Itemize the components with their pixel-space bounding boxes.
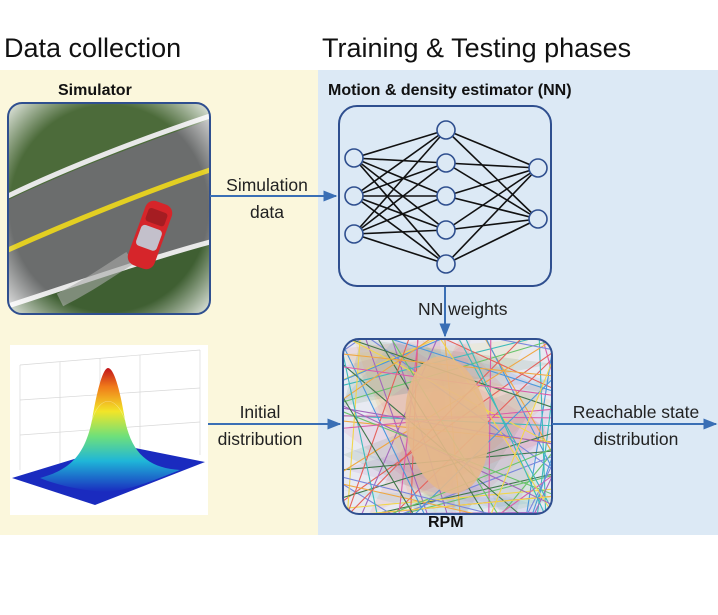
rpm-line (343, 344, 425, 514)
rpm-line (343, 476, 492, 514)
rpm-label: RPM (428, 514, 464, 531)
rpm-line (490, 361, 552, 514)
nn-hidden-node (436, 153, 456, 173)
nn-connection (445, 167, 539, 197)
rpm-line (343, 483, 476, 514)
nn-hidden-node (436, 254, 456, 274)
rpm-line (364, 495, 552, 514)
initial-distribution-label: Initial distribution (198, 399, 322, 453)
nn-connection (445, 195, 539, 220)
initial-distribution-line-2: distribution (217, 429, 303, 449)
rpm-line (526, 352, 552, 514)
simulation-data-line-1: Simulation (226, 175, 308, 195)
rpm-line (343, 339, 361, 352)
nn-input-node (344, 148, 364, 168)
nn-connection (353, 229, 447, 235)
nn-connection (353, 195, 447, 235)
nn-output-node (528, 158, 548, 178)
rpm-line (365, 339, 428, 514)
nn-connection (353, 157, 447, 164)
simulation-data-line-2: data (249, 202, 285, 222)
nn-connection (353, 129, 447, 197)
nn-connection (353, 233, 447, 265)
training-testing-heading: Training & Testing phases (322, 33, 632, 63)
nn-connection (445, 218, 539, 231)
nn-connection (353, 157, 447, 197)
nn-connection (445, 162, 539, 220)
rpm-line (401, 456, 552, 514)
simulator-image (7, 102, 211, 315)
nn-connection (353, 157, 447, 265)
nn-connection (445, 129, 539, 220)
nn-connection (445, 167, 539, 265)
rpm-box (342, 338, 553, 515)
nn-hidden-node (436, 120, 456, 140)
neural-network-box (338, 105, 552, 287)
rpm-line (346, 339, 410, 514)
rpm-line (538, 339, 547, 514)
rpm-line (346, 339, 361, 514)
nn-connection (353, 195, 447, 265)
nn-input-node (344, 224, 364, 244)
nn-input-node (344, 186, 364, 206)
nn-connection (353, 157, 447, 231)
nn-output-node (528, 209, 548, 229)
nn-connection (353, 129, 447, 159)
reachable-state-line-1: Reachable state (572, 402, 700, 422)
nn-connection (445, 162, 539, 169)
nn-hidden-node (436, 220, 456, 240)
nn-connection (353, 129, 447, 235)
rpm-line (343, 339, 431, 400)
nn-connection (353, 195, 447, 231)
nn-connection (353, 162, 447, 197)
reachable-state-label: Reachable state distribution (556, 399, 716, 453)
rpm-line (526, 465, 552, 514)
gaussian-distribution-image (10, 345, 208, 515)
nn-weights-label: NN weights (418, 299, 508, 319)
rpm-line (374, 473, 552, 514)
reachable-state-line-2: distribution (593, 429, 679, 449)
rpm-line (485, 339, 552, 469)
estimator-label: Motion & density estimator (NN) (328, 82, 572, 99)
nn-connection (353, 162, 447, 235)
rpm-line (536, 398, 552, 514)
rpm-line (465, 339, 546, 514)
simulation-data-label: Simulation data (208, 172, 326, 226)
rpm-line (343, 353, 378, 514)
rpm-line (497, 339, 552, 351)
rpm-line (533, 476, 552, 514)
data-collection-heading: Data collection (4, 33, 182, 63)
simulator-label: Simulator (58, 82, 132, 99)
nn-connection (445, 218, 539, 265)
nn-connection (445, 129, 539, 169)
rpm-line (343, 397, 414, 514)
rpm-line (488, 339, 492, 514)
initial-distribution-line-1: Initial (239, 402, 281, 422)
nn-hidden-node (436, 186, 456, 206)
nn-connection (445, 167, 539, 231)
rpm-line (343, 483, 392, 514)
